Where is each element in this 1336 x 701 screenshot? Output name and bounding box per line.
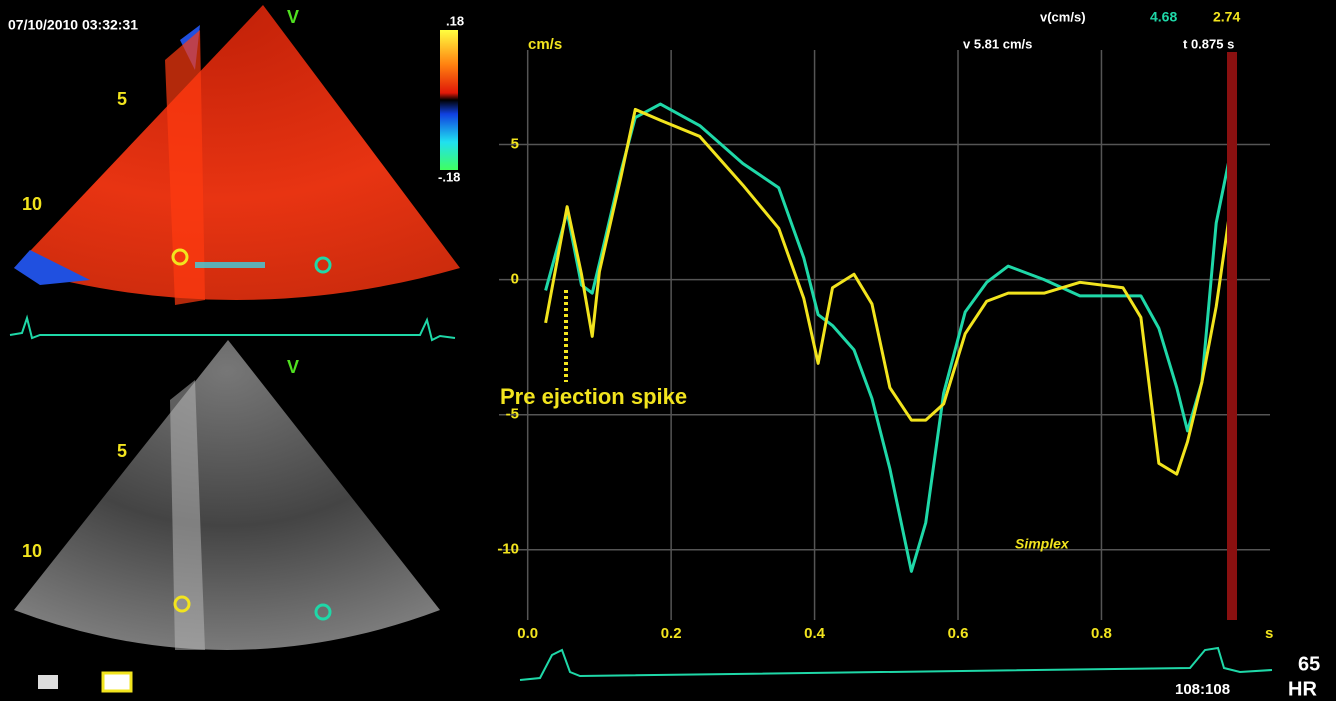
- readout-velocity: v 5.81 cm/s: [963, 36, 1032, 51]
- hr-label: HR: [1288, 678, 1317, 700]
- x-tick-label: 0.4: [804, 625, 826, 642]
- depth-label: 5: [117, 441, 127, 461]
- icon: [103, 673, 131, 691]
- mode: V: [287, 7, 299, 27]
- hr-ratio: 108:108: [1175, 681, 1230, 698]
- scale-max: .18: [446, 13, 464, 28]
- readout-value: 4.68: [1150, 9, 1177, 25]
- readout-label: v(cm/s): [1040, 9, 1086, 24]
- depth-label: 10: [22, 194, 42, 214]
- x-tick-label: 0.0: [517, 625, 538, 642]
- x-tick-label: 0.2: [661, 625, 682, 642]
- icon: [38, 675, 58, 689]
- timestamp: 07/10/2010 03:32:31: [8, 17, 138, 33]
- x-tick-label: 0.6: [948, 625, 969, 642]
- mode: V: [287, 357, 299, 377]
- y-tick-label: -10: [497, 541, 519, 558]
- cursor: [1227, 52, 1237, 620]
- color-bar: [440, 30, 458, 170]
- watermark: Simplex: [1015, 536, 1070, 552]
- depth-label: 10: [22, 541, 42, 561]
- readout-value: 2.74: [1213, 9, 1240, 25]
- scale-min: -.18: [438, 169, 460, 184]
- depth-label: 5: [117, 89, 127, 109]
- doppler-cyan: [195, 262, 265, 268]
- screen: 50-5-100.00.20.40.60.8 07/10/2010 03:32:…: [0, 0, 1336, 701]
- y-tick-label: 0: [511, 271, 519, 288]
- readout-time: t 0.875 s: [1183, 36, 1234, 51]
- x-tick-label: 0.8: [1091, 625, 1112, 642]
- y-tick-label: 5: [511, 136, 519, 153]
- y-axis-unit: cm/s: [528, 36, 562, 53]
- hr-value: 65: [1298, 653, 1320, 675]
- x-axis-unit: s: [1265, 625, 1273, 642]
- annotation: Pre ejection spike: [500, 384, 687, 409]
